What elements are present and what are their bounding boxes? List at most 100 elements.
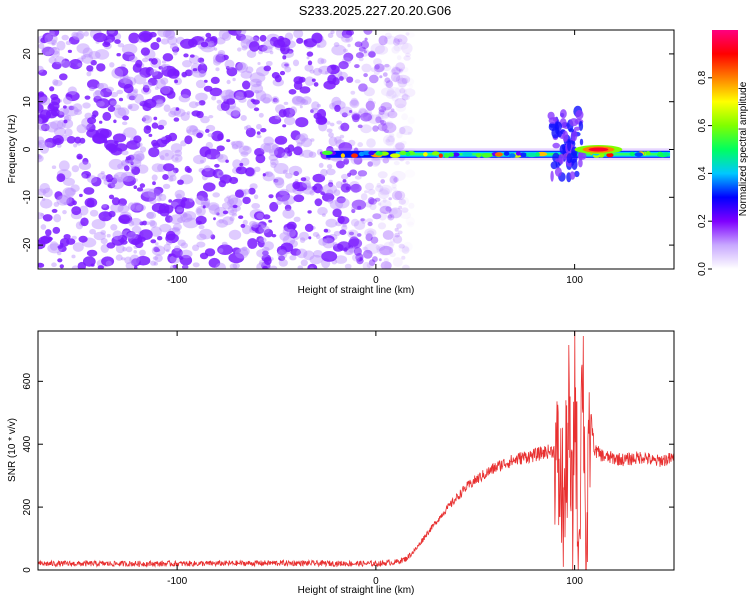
- noise-blob: [258, 44, 268, 52]
- carrier-blob: [375, 151, 383, 156]
- noise-blob: [304, 223, 314, 232]
- noise-blob: [242, 146, 250, 151]
- noise-blob: [69, 59, 83, 70]
- noise-blob: [357, 142, 364, 148]
- disturbance-blob: [571, 129, 578, 142]
- noise-blob: [151, 245, 166, 256]
- noise-blob: [71, 254, 76, 259]
- noise-blob: [309, 266, 314, 269]
- disturbance-blob: [574, 170, 580, 178]
- noise-blob: [203, 79, 208, 83]
- noise-blob: [120, 171, 135, 182]
- noise-blob: [364, 37, 368, 41]
- noise-blob: [308, 236, 312, 240]
- noise-blob: [395, 74, 411, 85]
- noise-blob: [250, 98, 256, 103]
- noise-blob: [262, 214, 271, 220]
- noise-blob: [242, 188, 251, 195]
- noise-blob: [317, 57, 325, 65]
- noise-blob: [83, 31, 90, 37]
- noise-blob: [123, 83, 134, 94]
- noise-blob: [393, 44, 403, 52]
- noise-blob: [398, 126, 406, 135]
- noise-blob: [349, 236, 360, 247]
- noise-blob: [350, 90, 356, 95]
- noise-blob: [347, 172, 352, 177]
- noise-blob: [174, 189, 185, 199]
- noise-blob: [291, 96, 306, 106]
- noise-blob: [232, 159, 242, 170]
- noise-blob: [256, 134, 262, 139]
- noise-blob: [310, 107, 319, 114]
- noise-blob: [96, 63, 106, 72]
- noise-blob: [53, 214, 62, 223]
- noise-blob: [278, 109, 287, 118]
- noise-blob: [203, 182, 216, 192]
- noise-blob: [161, 87, 170, 96]
- noise-blob: [148, 133, 153, 137]
- noise-blob: [71, 206, 82, 216]
- noise-blob: [195, 101, 201, 106]
- noise-blob: [146, 212, 155, 219]
- noise-blob: [91, 176, 102, 187]
- noise-blob: [322, 237, 335, 249]
- noise-blob: [261, 45, 273, 54]
- noise-blob: [334, 136, 342, 144]
- noise-blob: [200, 115, 210, 124]
- noise-blob: [92, 133, 106, 144]
- noise-blob: [272, 97, 278, 103]
- noise-blob: [208, 204, 220, 215]
- snr-y-tick-label: 400: [22, 435, 33, 452]
- noise-blob: [289, 106, 298, 115]
- noise-blob: [51, 165, 57, 169]
- noise-blob: [341, 34, 353, 43]
- noise-blob: [390, 208, 398, 215]
- noise-blob: [351, 205, 357, 211]
- noise-blob: [133, 265, 138, 269]
- noise-blob: [402, 241, 413, 252]
- noise-blob: [299, 231, 309, 241]
- noise-blob: [380, 261, 392, 269]
- noise-blob: [131, 166, 141, 175]
- carrier-blob: [521, 152, 527, 157]
- noise-blob: [63, 105, 67, 109]
- noise-blob: [271, 96, 280, 104]
- noise-blob: [99, 120, 103, 124]
- noise-blob: [216, 170, 224, 177]
- noise-blob: [158, 101, 163, 105]
- noise-blob: [169, 264, 176, 269]
- disturbance-blob: [578, 158, 583, 168]
- noise-blob: [322, 236, 327, 241]
- noise-blob: [362, 246, 368, 251]
- noise-blob: [377, 171, 388, 179]
- disturbance-blob: [550, 170, 554, 182]
- noise-blob: [292, 181, 301, 190]
- noise-blob: [385, 80, 394, 88]
- noise-blob: [344, 263, 352, 269]
- noise-blob: [236, 33, 246, 41]
- disturbance-blob: [548, 117, 557, 124]
- noise-blob: [81, 53, 94, 64]
- carrier-blob: [645, 151, 651, 156]
- noise-blob: [142, 220, 148, 226]
- noise-blob: [360, 193, 368, 201]
- noise-blob: [318, 162, 324, 168]
- noise-blob: [174, 245, 181, 252]
- noise-blob: [71, 165, 80, 173]
- noise-blob: [373, 63, 385, 73]
- noise-blob: [343, 247, 348, 252]
- noise-blob: [71, 31, 79, 38]
- noise-blob: [400, 140, 407, 146]
- noise-blob: [244, 126, 249, 130]
- noise-blob: [175, 157, 179, 161]
- noise-blob: [221, 95, 228, 101]
- noise-blob: [391, 66, 401, 75]
- noise-blob: [394, 227, 399, 232]
- noise-blob: [50, 93, 59, 101]
- noise-blob: [89, 86, 95, 92]
- noise-blob: [100, 238, 108, 245]
- noise-blob: [327, 199, 334, 204]
- noise-blob: [257, 62, 261, 65]
- noise-blob: [192, 244, 200, 252]
- noise-blob: [384, 77, 391, 83]
